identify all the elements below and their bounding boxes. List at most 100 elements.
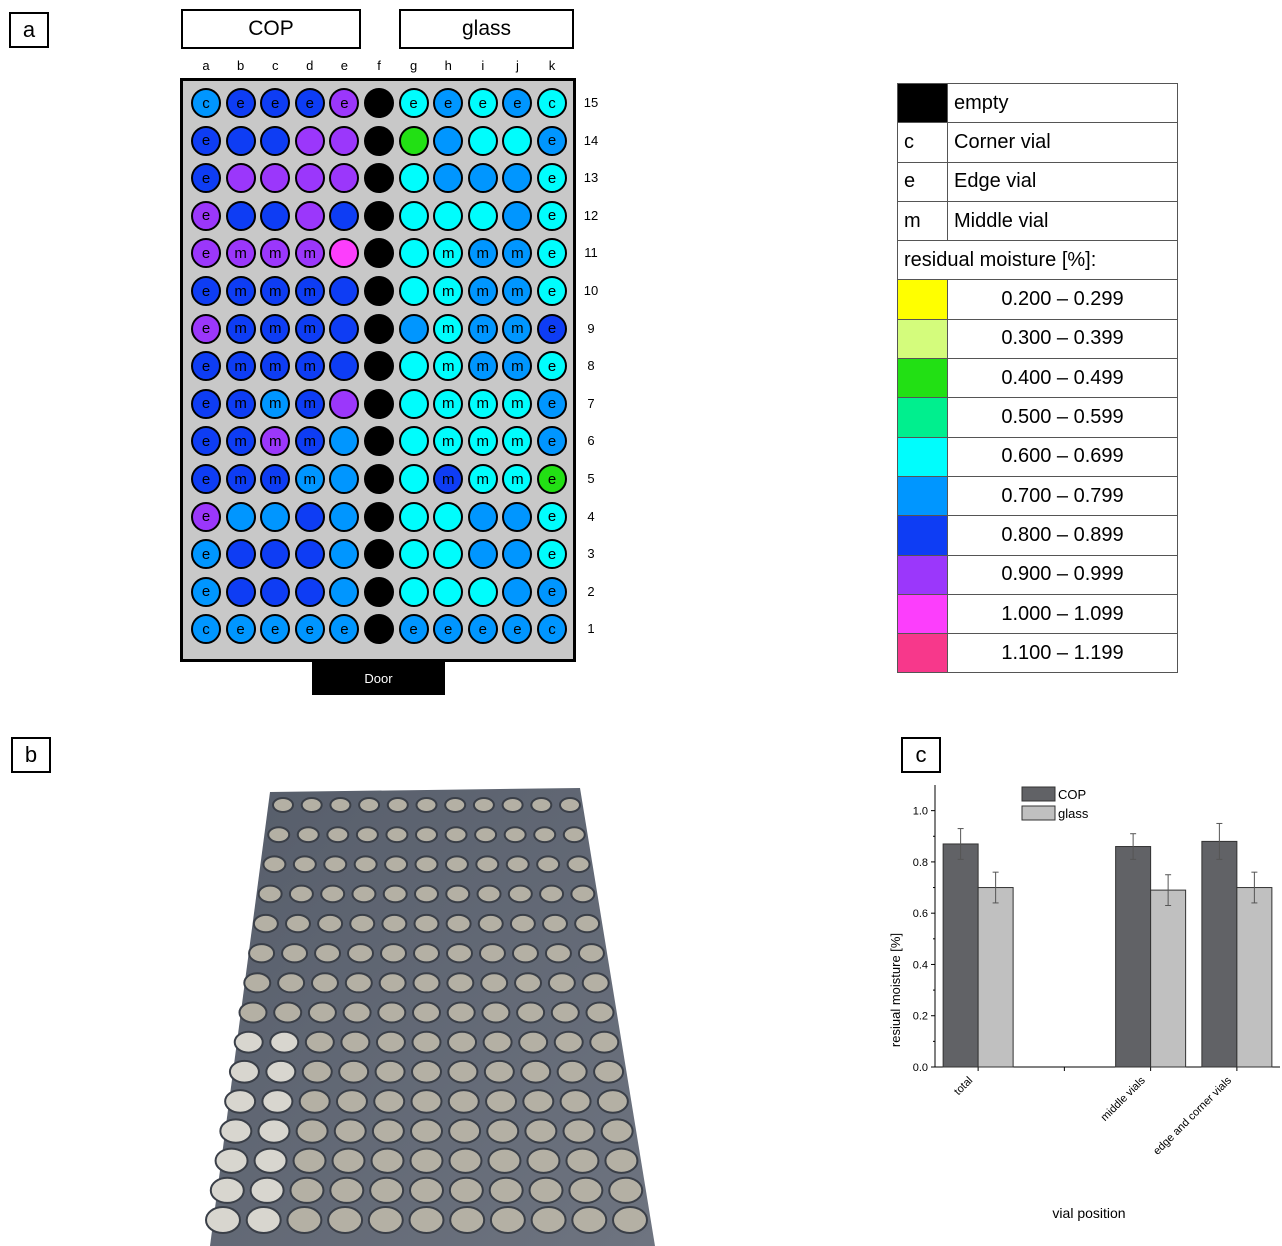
- vial-g15: e: [398, 88, 429, 118]
- tray-hole: [487, 1147, 522, 1174]
- legend-swatch-cop: [1021, 786, 1056, 802]
- tray-hole: [585, 1001, 615, 1024]
- vial-e1: e: [329, 614, 360, 645]
- legend-swatch: [897, 593, 948, 635]
- tray-hole: [301, 1059, 333, 1084]
- vial-k5: e: [537, 464, 567, 494]
- vial-e5: [329, 464, 360, 494]
- tray-hole: [378, 972, 407, 994]
- vial-c7: m: [260, 388, 291, 419]
- tray-hole: [253, 1147, 288, 1174]
- tray-hole: [265, 1059, 297, 1084]
- tray-hole: [566, 855, 591, 874]
- column-letter-f: f: [377, 58, 381, 73]
- legend-range-row: 0.300 – 0.399: [897, 318, 1178, 360]
- tray-hole: [544, 943, 572, 964]
- vial-c13: [260, 163, 291, 194]
- tray-hole: [375, 1030, 406, 1054]
- vial-i7: m: [467, 388, 498, 419]
- vial-g7: [398, 388, 429, 419]
- vial-g2: [398, 576, 429, 607]
- vial-i3: [467, 539, 498, 570]
- row-number-3: 3: [587, 546, 595, 562]
- tray-hole: [381, 913, 408, 934]
- vial-d10: m: [294, 276, 325, 306]
- vial-b12: [225, 200, 256, 231]
- tray-hole: [245, 1206, 282, 1234]
- vial-c11: m: [260, 238, 291, 269]
- tray-holes: [205, 797, 648, 1234]
- vial-k1: c: [537, 614, 567, 645]
- vial-j13: [502, 163, 533, 194]
- vial-i15: e: [467, 88, 498, 118]
- tray-hole: [414, 855, 439, 874]
- vial-d15: e: [294, 88, 325, 118]
- tray-hole: [522, 1089, 555, 1114]
- legend-row-edge: e Edge vial: [897, 161, 1178, 202]
- tray-hole: [412, 972, 441, 994]
- vial-h8: m: [433, 351, 464, 382]
- tray-hole: [445, 884, 471, 904]
- vial-d1: e: [294, 614, 325, 645]
- vial-k15: c: [537, 88, 567, 118]
- vial-d12: [294, 200, 325, 231]
- chart-bars: [942, 822, 1273, 1068]
- legend-range-row: 0.400 – 0.499: [897, 358, 1178, 399]
- vial-h7: m: [433, 388, 464, 419]
- tray-hole: [300, 797, 323, 813]
- tray-hole: [320, 884, 346, 904]
- tray-hole: [589, 1030, 620, 1054]
- vial-a13: e: [191, 163, 221, 194]
- vial-i5: m: [467, 464, 498, 494]
- vial-f15: [364, 88, 394, 118]
- tray-hole: [542, 913, 569, 934]
- tray-hole: [355, 826, 379, 844]
- vial-f9: [364, 313, 394, 344]
- vial-k12: e: [537, 200, 567, 231]
- tray-hole: [448, 1147, 483, 1174]
- legend-range-row: 1.000 – 1.099: [897, 593, 1178, 635]
- tray-hole: [565, 1147, 600, 1174]
- vial-k4: e: [537, 501, 567, 532]
- vial-j8: m: [502, 351, 533, 382]
- column-letter-d: d: [306, 58, 314, 73]
- vial-j1: e: [502, 614, 533, 645]
- tray-hole: [249, 1176, 285, 1204]
- x-axis-label: vial position: [1052, 1205, 1125, 1221]
- vial-b6: m: [225, 426, 256, 457]
- vial-g6: [398, 426, 429, 457]
- tray-hole: [219, 1118, 253, 1144]
- tray-hole: [351, 884, 377, 904]
- tray-hole: [384, 855, 409, 874]
- tray-hole: [448, 1176, 484, 1204]
- tray-hole: [369, 1176, 405, 1204]
- vial-h10: m: [433, 276, 464, 306]
- vial-c1: e: [260, 614, 291, 645]
- vial-g5: [398, 464, 429, 494]
- vial-e15: e: [329, 88, 360, 118]
- vial-k13: e: [537, 163, 567, 194]
- tray-hole: [503, 826, 527, 844]
- legend-range-label: 1.100 – 1.199: [947, 633, 1178, 674]
- tray-hole: [612, 1206, 648, 1234]
- column-letter-b: b: [236, 58, 245, 73]
- tray-hole: [447, 1059, 479, 1084]
- tray-hole: [288, 884, 314, 904]
- tray-hole: [445, 913, 472, 934]
- vial-d13: [294, 163, 325, 194]
- tray-hole: [267, 826, 291, 844]
- vial-d8: m: [294, 351, 325, 382]
- vial-c12: [260, 200, 291, 231]
- tray-hole: [524, 1118, 558, 1144]
- column-letter-g: g: [409, 58, 418, 73]
- vial-a6: e: [191, 426, 221, 457]
- tray-hole: [377, 1001, 407, 1024]
- tray-hole: [596, 1089, 629, 1114]
- legend-swatch: [897, 436, 948, 477]
- vial-d9: m: [294, 313, 325, 344]
- vial-e6: [329, 426, 360, 457]
- tray-hole: [411, 1059, 442, 1084]
- tray-hole: [413, 943, 440, 964]
- vial-f6: [364, 426, 394, 457]
- vial-h5: m: [433, 464, 464, 494]
